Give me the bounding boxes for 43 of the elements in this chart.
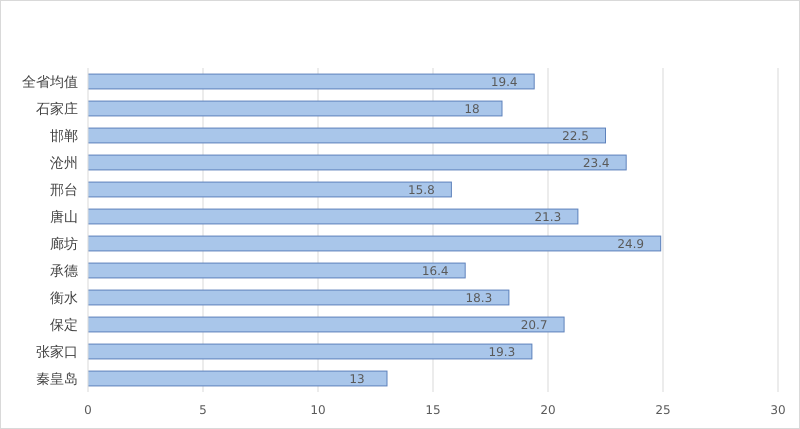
- data-label: 16.4: [422, 264, 449, 278]
- y-tick-label: 沧州: [50, 156, 78, 172]
- bar: [88, 100, 502, 116]
- y-tick-label: 邯郸: [50, 128, 78, 144]
- data-label: 23.4: [582, 156, 610, 170]
- y-tick-label: 石家庄: [36, 102, 78, 118]
- data-label: 20.7: [520, 318, 548, 332]
- y-tick-label: 张家口: [36, 344, 78, 360]
- y-tick-label: 全省均值: [22, 74, 78, 90]
- bar: [88, 262, 466, 278]
- x-tick-label: 5: [199, 403, 207, 417]
- data-label: 18: [464, 102, 480, 116]
- data-label: 21.3: [534, 210, 562, 224]
- y-tick-label: 衡水: [50, 290, 78, 306]
- data-label: 19.4: [490, 75, 518, 89]
- bar: [88, 236, 662, 252]
- bar: [88, 74, 535, 90]
- bar: [88, 316, 565, 332]
- data-label: 24.9: [617, 237, 644, 251]
- x-tick-label: 10: [310, 403, 326, 417]
- x-tick-label: 0: [84, 403, 92, 417]
- bar: [88, 128, 606, 144]
- x-tick-label: 15: [425, 403, 441, 417]
- y-tick-label: 廊坊: [50, 236, 78, 252]
- bar: [88, 370, 388, 386]
- y-tick-label: 保定: [50, 318, 78, 334]
- y-tick-label: 邢台: [50, 182, 78, 198]
- data-label: 19.3: [488, 345, 516, 359]
- data-label: 22.5: [562, 129, 589, 143]
- bar: [88, 208, 578, 224]
- x-tick-label: 30: [770, 403, 786, 417]
- y-tick-label: 秦皇岛: [36, 372, 78, 388]
- bar: [88, 154, 627, 170]
- data-label: 18.3: [466, 291, 492, 305]
- x-tick-label: 25: [655, 403, 671, 417]
- bar: [88, 344, 532, 360]
- y-tick-label: 承德: [50, 264, 78, 280]
- y-tick-label: 唐山: [50, 210, 78, 226]
- data-label: 15.8: [408, 183, 435, 197]
- bar: [88, 182, 452, 198]
- bar: [88, 290, 510, 306]
- x-tick-label: 20: [540, 403, 556, 417]
- data-label: 13: [349, 372, 365, 386]
